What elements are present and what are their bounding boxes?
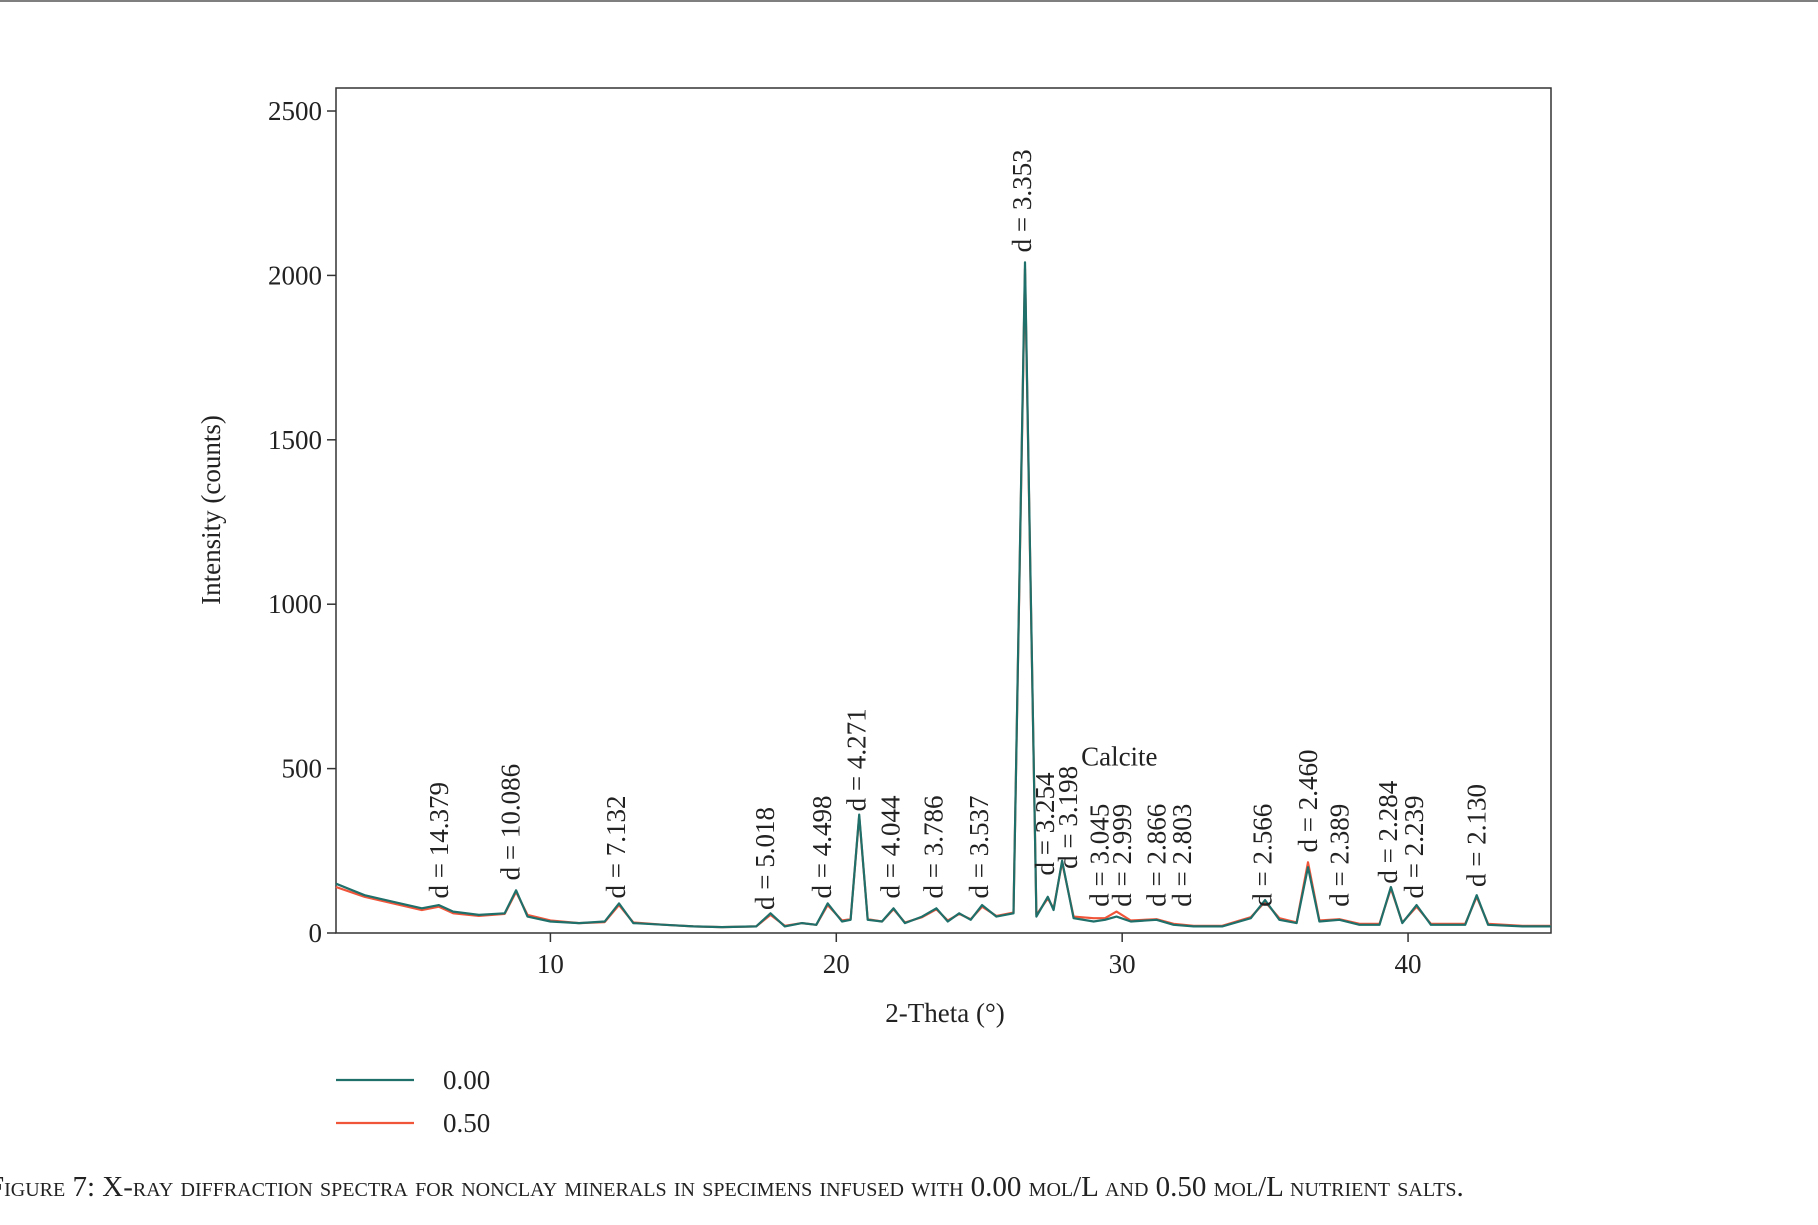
series-line — [335, 261, 1551, 929]
y-tick-label: 2500 — [268, 96, 322, 126]
x-tick-label: 30 — [1109, 949, 1136, 979]
peak-label: d = 2.460 — [1293, 749, 1323, 852]
peak-label: d = 2.389 — [1324, 804, 1354, 907]
calcite-label: Calcite — [1081, 741, 1157, 771]
y-tick-label: 1000 — [268, 589, 322, 619]
peak-label: d = 2.999 — [1107, 804, 1137, 907]
legend-label: 0.00 — [443, 1065, 490, 1095]
x-tick-label: 40 — [1395, 949, 1422, 979]
peak-label: d = 2.130 — [1462, 784, 1492, 887]
peak-label: d = 3.045 — [1084, 804, 1114, 907]
y-tick-label: 0 — [309, 918, 323, 948]
peak-label: d = 4.271 — [841, 708, 871, 811]
plot-frame — [335, 87, 1552, 934]
x-tick-label: 20 — [823, 949, 850, 979]
peak-label: d = 5.018 — [750, 807, 780, 910]
x-axis-title: 2-Theta (°) — [885, 998, 1004, 1028]
y-tick-label: 1500 — [268, 425, 322, 455]
peak-label: d = 3.537 — [964, 795, 994, 898]
y-axis-title: Intensity (counts) — [196, 415, 226, 605]
peak-label: d = 2.284 — [1373, 780, 1403, 883]
y-tick-label: 2000 — [268, 260, 322, 290]
peak-label: d = 2.566 — [1247, 804, 1277, 907]
peak-label: d = 3.254 — [1030, 772, 1060, 875]
peak-label: d = 4.044 — [876, 795, 906, 898]
peak-label: d = 7.132 — [601, 795, 631, 898]
peak-label: d = 3.198 — [1053, 766, 1083, 869]
legend-label: 0.50 — [443, 1108, 490, 1138]
peak-label: d = 2.803 — [1167, 804, 1197, 907]
peak-label: d = 2.866 — [1141, 804, 1171, 907]
y-tick-label: 500 — [282, 754, 323, 784]
peak-label: d = 2.239 — [1399, 795, 1429, 898]
peak-label: d = 3.786 — [918, 795, 948, 898]
peak-label: d = 14.379 — [424, 782, 454, 898]
peak-label: d = 4.498 — [807, 795, 837, 898]
peak-label: d = 10.086 — [495, 764, 525, 880]
caption: Figure 7: X-ray diffraction spectra for … — [0, 1171, 1464, 1203]
x-tick-label: 10 — [537, 949, 564, 979]
peak-label: d = 3.353 — [1007, 149, 1037, 252]
